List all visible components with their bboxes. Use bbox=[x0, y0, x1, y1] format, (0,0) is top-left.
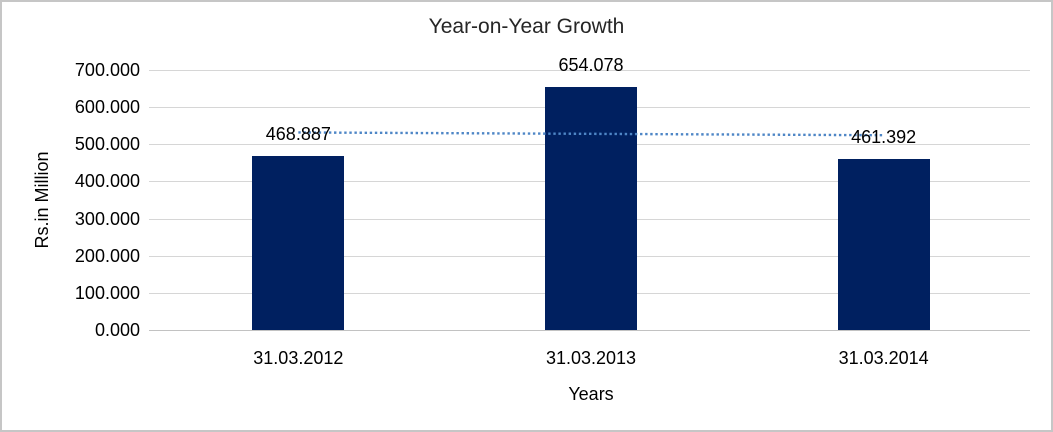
y-axis-tick-label: 400.000 bbox=[74, 171, 140, 191]
bar bbox=[545, 87, 637, 330]
gridline bbox=[149, 330, 1030, 331]
x-axis-title: Years bbox=[568, 384, 614, 404]
x-axis-category-label: 31.03.2012 bbox=[253, 348, 344, 368]
y-axis-tick-label: 100.000 bbox=[74, 283, 140, 303]
y-axis-tick-label: 200.000 bbox=[74, 246, 140, 266]
data-label: 461.392 bbox=[851, 126, 917, 147]
x-axis-category-label: 31.03.2013 bbox=[545, 348, 637, 368]
y-axis-tick-label: 600.000 bbox=[74, 97, 140, 117]
x-axis-category-label: 31.03.2014 bbox=[838, 348, 929, 368]
y-axis-tick-label: 500.000 bbox=[74, 134, 140, 154]
gridline bbox=[149, 70, 1030, 71]
bar bbox=[252, 155, 345, 330]
bar bbox=[837, 158, 930, 330]
data-label: 468.887 bbox=[265, 123, 331, 144]
y-axis-tick-label: 0.000 bbox=[94, 320, 140, 340]
y-axis-title: Rs.in Million bbox=[32, 151, 52, 249]
data-label: 654.078 bbox=[558, 55, 624, 76]
y-axis-tick-label: 700.000 bbox=[74, 60, 140, 80]
y-axis-tick-label: 300.000 bbox=[74, 209, 140, 229]
chart-title: Year-on-Year Growth bbox=[428, 15, 625, 38]
